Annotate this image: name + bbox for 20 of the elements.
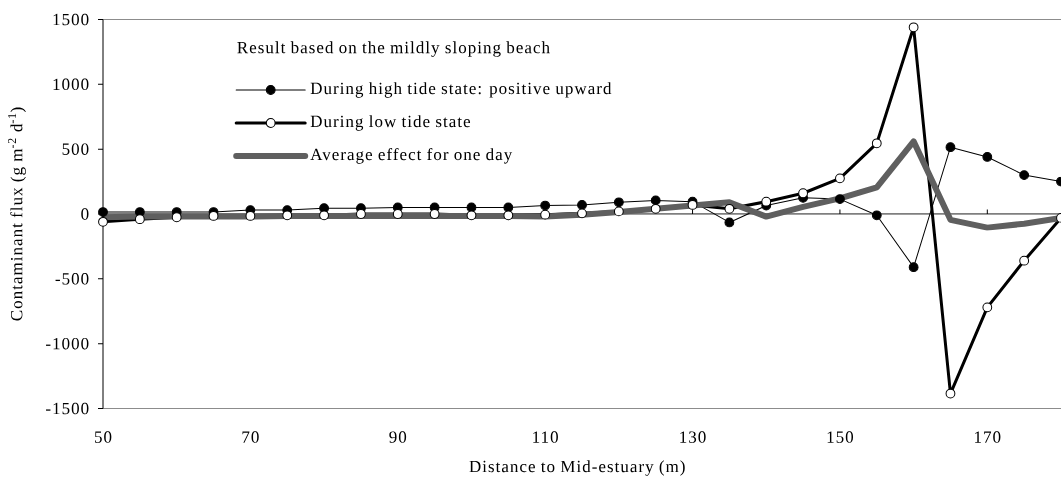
- y-tick-label: -1000: [46, 337, 89, 350]
- x-tick-label: 110: [533, 431, 558, 443]
- y-tick-label: 1500: [53, 13, 89, 26]
- y-tick-label: 1000: [53, 78, 89, 91]
- x-axis-title: Distance to Mid-estuary (m): [469, 460, 685, 476]
- legend-title: Result based on the mildly sloping beach: [237, 41, 550, 57]
- legend-label: During high tide state: positive upward: [310, 82, 612, 98]
- y-axis-title: Contaminant flux (g m$^{-2}$ d$^{-1}$): [8, 107, 26, 321]
- x-tick-label: 130: [680, 431, 706, 443]
- y-tick-label: -500: [55, 273, 89, 285]
- legend-label: During low tide state: [310, 115, 471, 131]
- x-tick-label: 170: [975, 431, 1001, 443]
- x-tick-label: 90: [389, 431, 407, 443]
- x-tick-label: 70: [242, 431, 259, 443]
- y-tick-label: 0: [81, 208, 89, 220]
- x-tick-label: 50: [94, 431, 112, 443]
- legend-label: Average effect for one day: [310, 148, 513, 164]
- x-tick-label: 150: [827, 431, 854, 443]
- y-tick-label: 500: [62, 143, 89, 155]
- y-tick-label: -1500: [46, 402, 89, 415]
